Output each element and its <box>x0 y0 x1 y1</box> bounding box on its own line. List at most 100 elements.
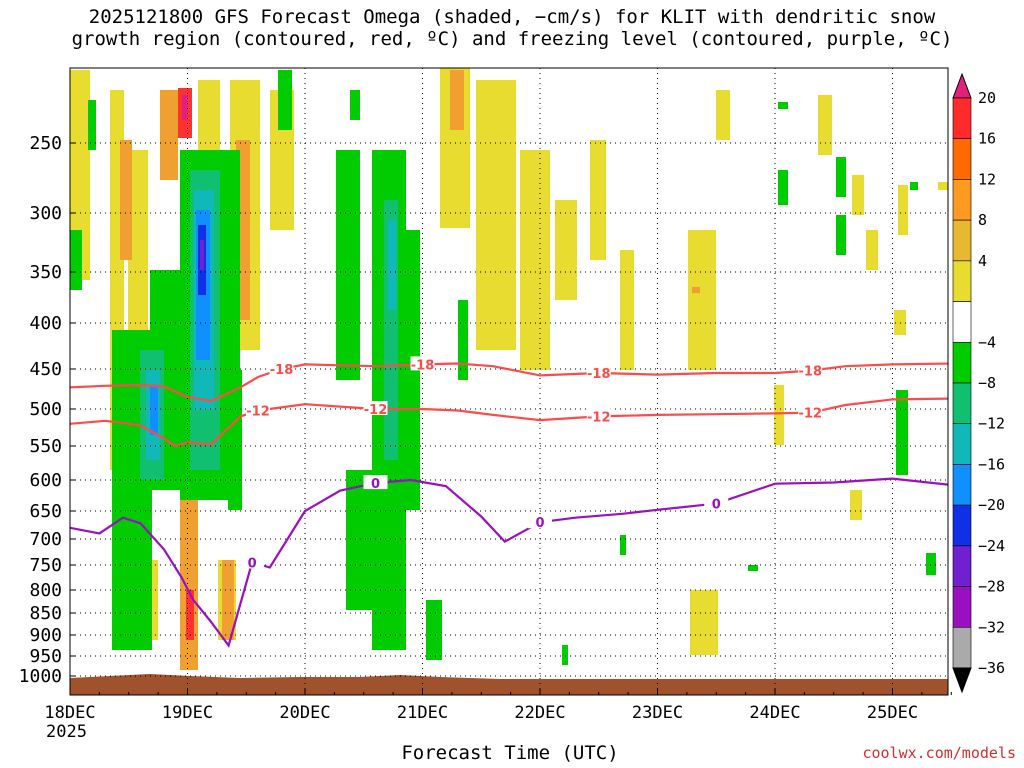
colorbar-label: −24 <box>978 537 1005 555</box>
x-tick-label: 23DEC <box>632 703 683 723</box>
shade-cell <box>748 565 758 571</box>
colorbar-label: 8 <box>978 211 987 229</box>
colorbar-label: −4 <box>978 333 996 351</box>
colorbar-segment <box>952 504 972 547</box>
y-tick-label: 1000 <box>19 666 62 687</box>
contour-label-bg <box>410 356 435 371</box>
shade-cell <box>278 70 292 130</box>
colorbar-label: 12 <box>978 170 996 188</box>
shade-cell <box>866 230 878 270</box>
x-tick-label: 24DEC <box>749 703 800 723</box>
shade-cell <box>896 390 908 475</box>
shade-cell <box>836 215 846 255</box>
shade-cell <box>150 385 158 435</box>
shade-cell <box>620 250 634 370</box>
shade-cell <box>692 287 700 293</box>
contour-freezing_level_0C <box>70 477 948 648</box>
y-tick-label: 450 <box>29 359 62 380</box>
y-tick-label: 350 <box>29 262 62 283</box>
contour-label: -18 <box>799 365 823 380</box>
x-tick-label: 21DEC <box>397 703 448 723</box>
colorbar-segment <box>952 179 972 221</box>
contour-label-bg <box>363 475 388 490</box>
colorbar-segment <box>952 464 972 506</box>
contour-label-bg <box>269 361 294 375</box>
colorbar-label: −28 <box>978 578 1005 596</box>
shade-cell <box>426 600 442 660</box>
contours: -18 -18 -18 -18 -12 -12 -12 -12 0 0 0 0 <box>70 356 948 648</box>
colorbar-label: −8 <box>978 374 996 392</box>
y-tick-label: 250 <box>29 133 62 154</box>
x-axis: 18DEC 19DEC 20DEC 21DEC 22DEC 23DEC 24DEC 25DEC <box>44 689 952 723</box>
y-tick-label: 700 <box>29 529 62 550</box>
contour-label: -12 <box>799 407 823 422</box>
x-tick-label: 19DEC <box>162 703 213 723</box>
shade-cell <box>222 560 234 640</box>
y-axis: 2503003504004505005506006507007508008509… <box>19 133 76 687</box>
y-tick-label: 750 <box>29 555 62 576</box>
colorbar-segment <box>952 626 972 669</box>
shade-cell <box>180 500 198 670</box>
shade-cell <box>850 490 862 520</box>
colorbar: 20 16 12 8 4 −4 −8 −12 −16 −20 −24 −28 −32 −36 <box>952 72 1005 694</box>
plot-frame <box>69 67 949 696</box>
shade-cell <box>228 370 242 510</box>
x-tick-label: 25DEC <box>867 703 918 723</box>
shade-cell <box>350 90 360 120</box>
omega-shading <box>70 68 948 670</box>
contour-label: 0 <box>371 477 380 492</box>
contour-label-bg <box>704 495 729 510</box>
colorbar-label: −36 <box>978 659 1005 677</box>
contour-label: -12 <box>364 403 388 418</box>
y-tick-label: 850 <box>29 603 62 624</box>
shade-cell <box>774 385 784 445</box>
shade-cell <box>88 100 96 150</box>
contour-label: 0 <box>248 556 257 571</box>
shade-cell <box>476 80 516 350</box>
contour-label: 0 <box>712 498 721 513</box>
shade-cell <box>336 150 360 380</box>
shade-cell <box>852 175 864 215</box>
colorbar-segment <box>952 423 972 465</box>
contour-label-bg <box>246 402 270 417</box>
colorbar-segment <box>952 341 972 384</box>
colorbar-label: −12 <box>978 415 1005 433</box>
colorbar-segment <box>952 138 972 180</box>
y-tick-label: 800 <box>29 580 62 601</box>
shade-cell <box>70 230 82 290</box>
x-axis-year: 2025 <box>46 722 87 742</box>
x-tick-label: 22DEC <box>514 703 565 723</box>
contour-label-bg <box>240 554 265 569</box>
contour-label-bg <box>586 365 611 379</box>
shade-cell <box>120 140 132 260</box>
shade-cell <box>182 95 188 120</box>
shade-cell <box>346 470 406 610</box>
colorbar-segment <box>952 260 972 302</box>
x-tick-label: 20DEC <box>279 703 330 723</box>
x-axis-title: Forecast Time (UTC) <box>401 742 619 764</box>
credit-link[interactable]: coolwx.com/models <box>862 744 1016 762</box>
colorbar-segment <box>952 545 972 587</box>
shade-cell <box>926 553 936 575</box>
shade-cell <box>938 182 948 190</box>
contour-label-bg <box>363 401 388 415</box>
x-tick-label: 18DEC <box>44 703 95 723</box>
shade-cell <box>836 157 846 197</box>
chart-title: 2025121800 GFS Forecast Omega (shaded, −… <box>71 6 953 50</box>
shade-cell <box>388 220 396 310</box>
contour-label-bg <box>586 408 611 423</box>
colorbar-label: 4 <box>978 252 987 270</box>
shade-cell <box>716 90 730 140</box>
y-tick-label: 900 <box>29 625 62 646</box>
shade-cell <box>562 645 568 665</box>
y-tick-label: 300 <box>29 203 62 224</box>
colorbar-label: −16 <box>978 455 1005 473</box>
shade-cell <box>688 230 716 370</box>
shade-cell <box>450 70 464 130</box>
shade-cell <box>160 90 178 180</box>
colorbar-segment <box>952 382 972 425</box>
contour-label: -12 <box>587 410 611 425</box>
contour-label-bg <box>798 404 823 419</box>
y-tick-label: 400 <box>29 313 62 334</box>
